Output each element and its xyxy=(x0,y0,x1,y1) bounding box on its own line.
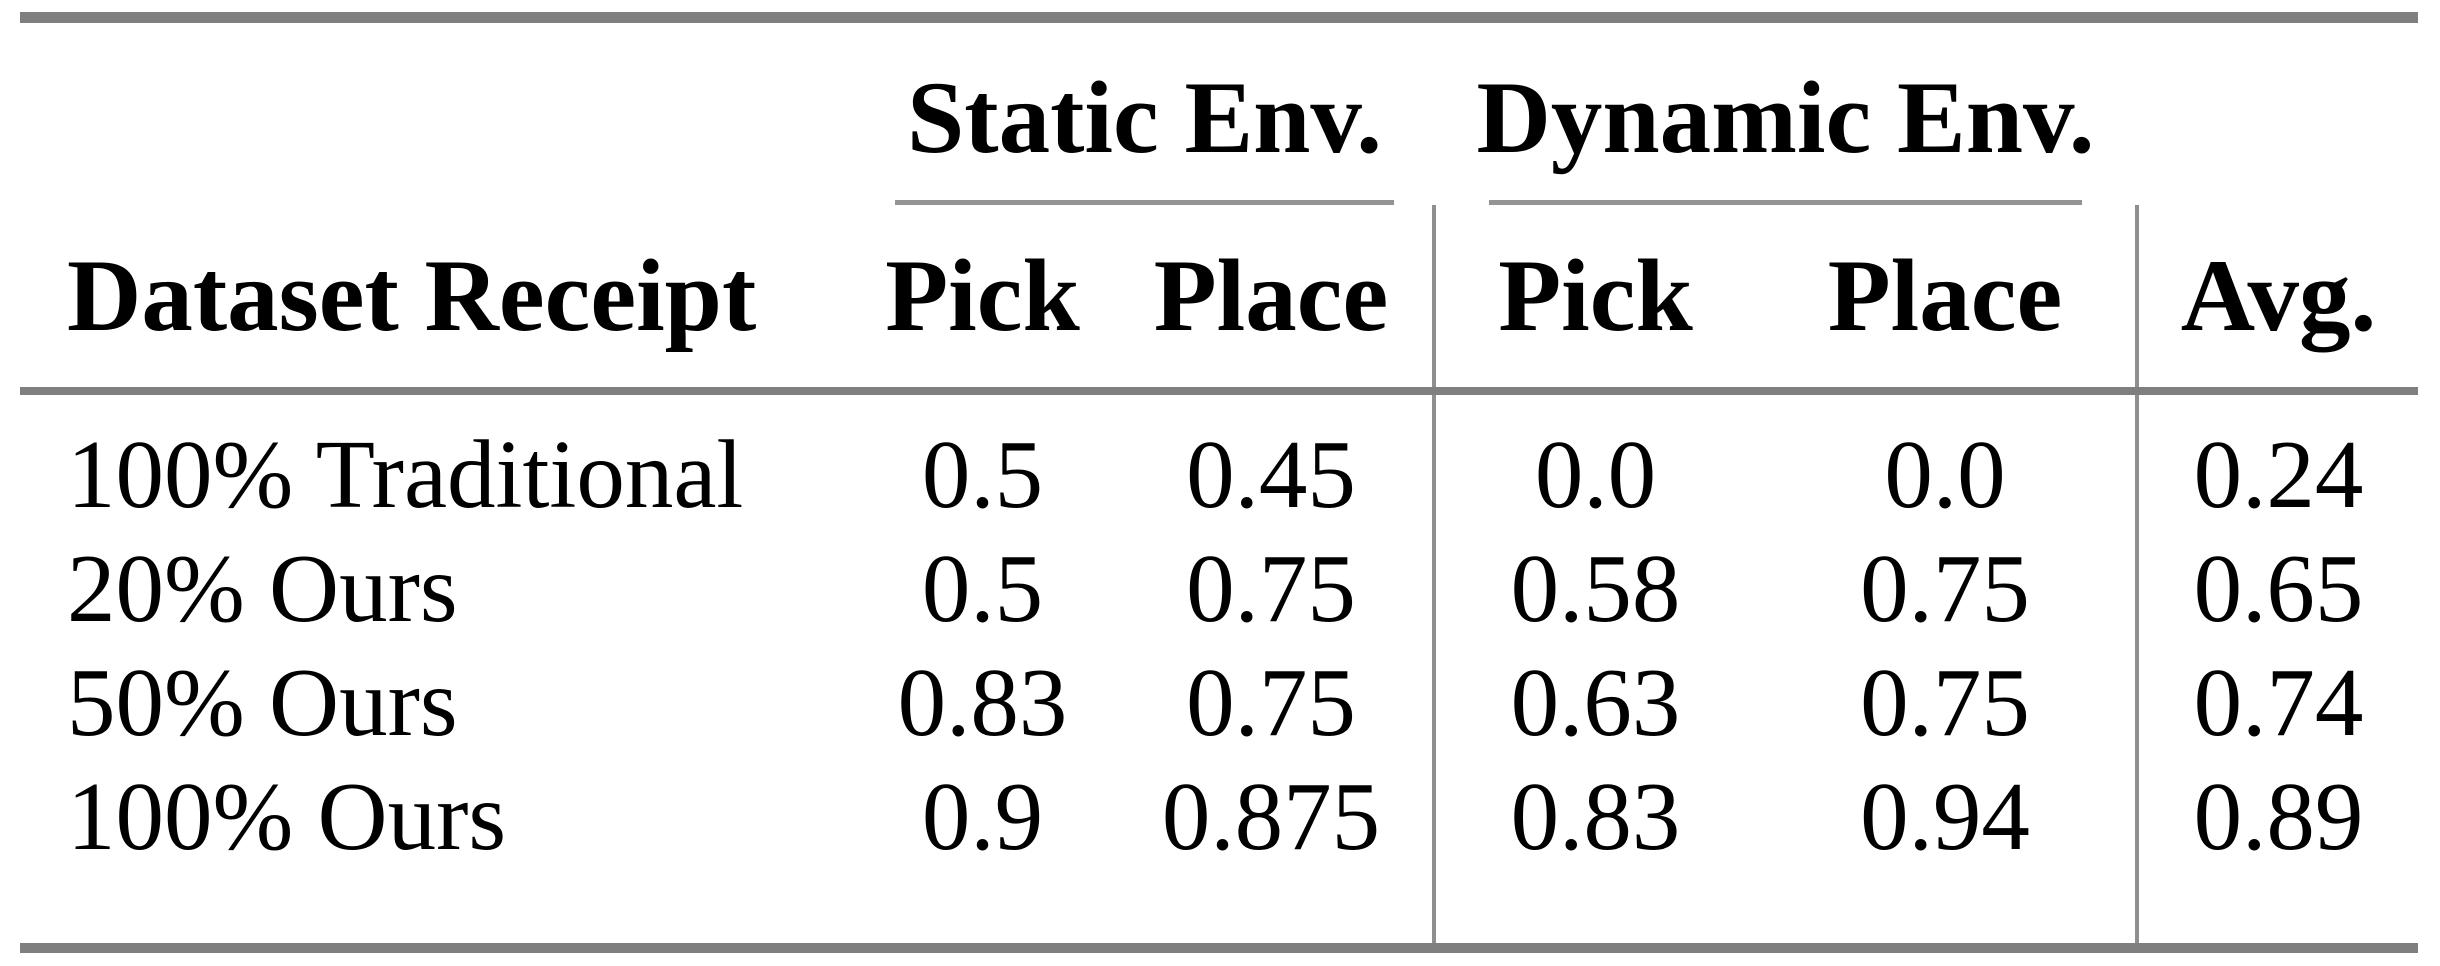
group-header-static-env: Static Env. xyxy=(855,18,1434,205)
col-header-static-place: Place xyxy=(1110,205,1436,395)
cell-dynamic-pick: 0.63 xyxy=(1510,649,1681,756)
cell-avg: 0.24 xyxy=(2193,421,2364,528)
table-row: 100% Ours 0.9 0.875 0.83 0.94 0.89 xyxy=(20,760,2418,948)
cell-static-pick: 0.9 xyxy=(921,763,1044,870)
cell-static-pick: 0.5 xyxy=(921,421,1044,528)
table-row: 50% Ours 0.83 0.75 0.63 0.75 0.74 xyxy=(20,646,2418,760)
col-header-dynamic-pick: Pick xyxy=(1434,205,1755,395)
group-header-dynamic-env: Dynamic Env. xyxy=(1434,18,2137,205)
cell-dynamic-place: 0.94 xyxy=(1755,760,2140,948)
cell-avg: 0.74 xyxy=(2193,649,2364,756)
group-label-static-env: Static Env. xyxy=(906,61,1383,175)
cell-static-pick: 0.5 xyxy=(921,535,1044,642)
table-row: 20% Ours 0.5 0.75 0.58 0.75 0.65 xyxy=(20,532,2418,646)
col-header-dataset-receipt: Dataset Receipt xyxy=(20,205,855,395)
col-header-static-pick: Pick xyxy=(855,205,1110,395)
static-env-cmidrule xyxy=(895,200,1394,205)
cell-dynamic-pick: 0.83 xyxy=(1510,763,1681,870)
cell-dynamic-place: 0.75 xyxy=(1755,532,2140,646)
cell-static-pick: 0.83 xyxy=(897,649,1068,756)
cell-avg: 0.89 xyxy=(2193,763,2364,870)
col-header-avg: Avg. xyxy=(2137,205,2419,395)
empty-corner-cell xyxy=(2137,18,2418,206)
cell-dynamic-place: 0.75 xyxy=(1755,646,2140,760)
empty-corner-cell xyxy=(20,18,855,206)
cell-dynamic-pick: 0.58 xyxy=(1510,535,1681,642)
results-table: Static Env. Dynamic Env. Dataset Receipt… xyxy=(20,12,2419,953)
row-label: 100% Ours xyxy=(67,763,507,870)
cell-dynamic-place: 0.0 xyxy=(1755,391,2140,532)
group-header-row: Static Env. Dynamic Env. xyxy=(20,18,2418,206)
cell-static-place: 0.75 xyxy=(1110,532,1436,646)
col-header-dynamic-place: Place xyxy=(1755,205,2140,395)
cell-static-place: 0.45 xyxy=(1110,391,1436,532)
cell-static-place: 0.75 xyxy=(1110,646,1436,760)
table-row: 100% Traditional 0.5 0.45 0.0 0.0 0.24 xyxy=(20,391,2418,532)
row-label: 100% Traditional xyxy=(67,421,744,528)
cell-static-place: 0.875 xyxy=(1110,760,1436,948)
column-header-row: Dataset Receipt Pick Place Pick Place Av… xyxy=(20,205,2419,395)
row-label: 20% Ours xyxy=(67,535,458,642)
cell-avg: 0.65 xyxy=(2193,535,2364,642)
dynamic-env-cmidrule xyxy=(1489,200,2083,205)
group-label-dynamic-env: Dynamic Env. xyxy=(1476,61,2095,175)
cell-dynamic-pick: 0.0 xyxy=(1534,421,1657,528)
row-label: 50% Ours xyxy=(67,649,458,756)
